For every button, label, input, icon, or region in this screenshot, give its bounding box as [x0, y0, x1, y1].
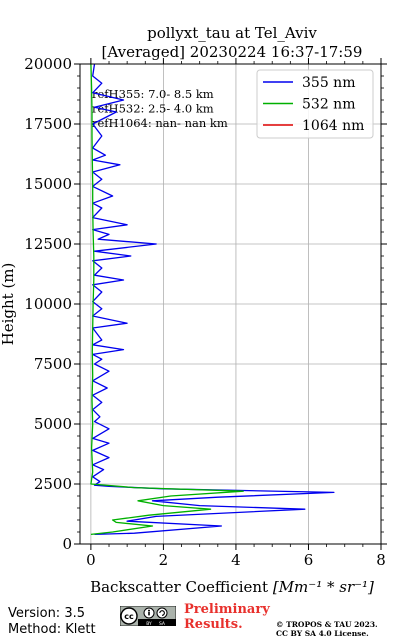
copyright-notice: © TROPOS & TAU 2023. CC BY SA 4.0 Licens… [276, 620, 378, 638]
y-tick-label-8: 20000 [24, 55, 72, 73]
version-text: Version: 3.5 [8, 606, 85, 621]
x-tick-label-1: 2 [159, 551, 169, 569]
footer-version-info: Version: 3.5 Method: Klett [8, 606, 96, 638]
y-tick-label-6: 15000 [24, 175, 72, 193]
x-axis-label-text: Backscatter Coefficient [90, 578, 273, 596]
x-tick-label-4: 8 [376, 551, 386, 569]
cc-by-sa-logo: cc BY SA [120, 606, 176, 626]
x-tick-label-0: 0 [86, 551, 96, 569]
legend-entries: 355 nm 532 nm 1064 nm [263, 75, 364, 134]
ref-height-annotation-0: refH355: 7.0- 8.5 km [92, 87, 214, 101]
x-axis-label-units: [Mm⁻¹ * sr⁻¹] [273, 578, 374, 596]
y-tick-label-2: 5000 [34, 415, 72, 433]
preliminary-results-notice: Preliminary Results. [184, 602, 270, 632]
data-series [90, 63, 335, 536]
legend: 355 nm 532 nm 1064 nm [256, 69, 374, 139]
series-line-532-nm [90, 63, 244, 536]
chart-title-line2: [Averaged] 20230224 16:37-17:59 [102, 43, 363, 61]
legend-label-2: 1064 nm [302, 118, 364, 134]
x-axis-label: Backscatter Coefficient [Mm⁻¹ * sr⁻¹] [90, 578, 374, 596]
copyright-line2: CC BY SA 4.0 License. [276, 629, 369, 638]
x-tick-label-3: 6 [304, 551, 314, 569]
ref-height-annotation-1: refH532: 2.5- 4.0 km [92, 102, 214, 116]
y-tick-label-3: 7500 [34, 355, 72, 373]
y-tick-label-4: 10000 [24, 295, 72, 313]
preliminary-line1: Preliminary [184, 602, 270, 617]
grid-lines [80, 63, 382, 545]
backscatter-profile-chart: pollyxt_tau at Tel_Aviv [Averaged] 20230… [0, 24, 387, 596]
ref-height-annotation-2: refH1064: nan- nan km [92, 116, 228, 130]
chart-title-line1: pollyxt_tau at Tel_Aviv [147, 24, 317, 42]
svg-text:SA: SA [159, 621, 166, 626]
y-axis-label: Height (m) [0, 263, 17, 346]
svg-text:BY: BY [146, 621, 152, 626]
y-tick-label-1: 2500 [34, 475, 72, 493]
legend-label-0: 355 nm [302, 75, 355, 91]
copyright-line1: © TROPOS & TAU 2023. [276, 620, 378, 629]
legend-box [256, 69, 374, 139]
y-tick-label-5: 12500 [24, 235, 72, 253]
y-tick-label-0: 0 [62, 535, 72, 553]
method-text: Method: Klett [8, 622, 96, 637]
x-tick-label-2: 4 [231, 551, 241, 569]
preliminary-line2: Results. [184, 617, 243, 632]
legend-label-1: 532 nm [302, 97, 355, 113]
axis-ticks: 0 2 4 6 8 0 2500 5000 7500 10000 12500 15000 17500 20… [24, 55, 387, 569]
y-tick-label-7: 17500 [24, 115, 72, 133]
svg-text:cc: cc [124, 612, 134, 621]
